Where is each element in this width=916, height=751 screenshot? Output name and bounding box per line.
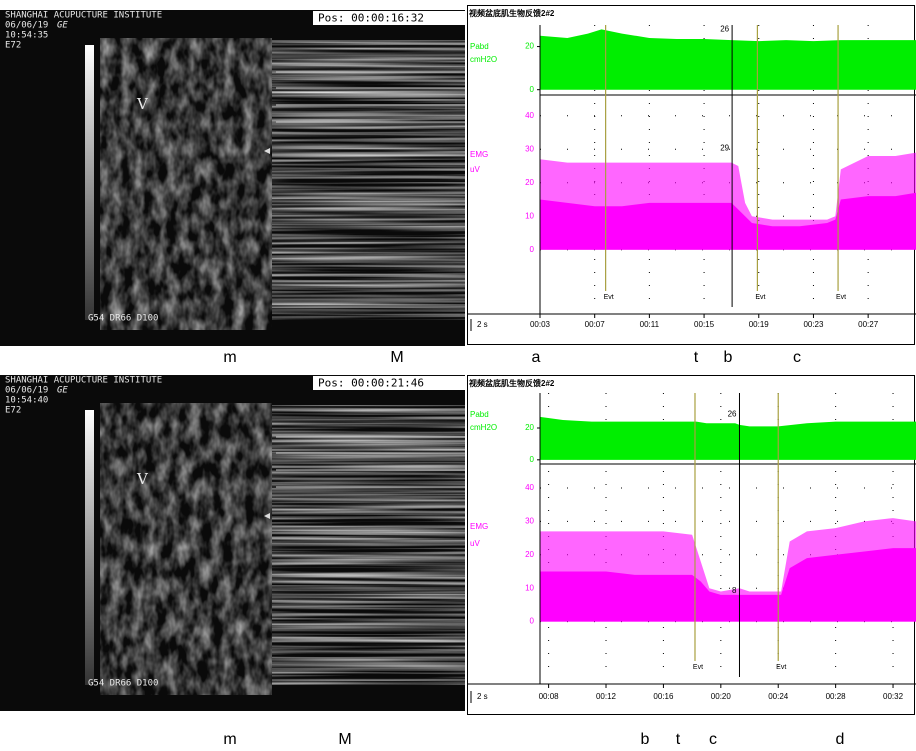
pos-label: Pos: 00:00:21:46 [318,377,424,390]
series-unit: uV [470,165,480,174]
panel-label: m [223,349,236,366]
y-tick-label: 20 [525,550,534,559]
m-mode [272,405,465,685]
gray-scale-bar [85,45,94,320]
y-tick-label: 10 [525,211,534,220]
cursor-value: 26 [720,25,729,34]
series-unit: cmH2O [470,423,497,432]
scale-bar-label: 2 s [477,692,488,701]
panel-label: b [724,349,733,366]
y-tick-label: 10 [525,583,534,592]
marker: V [136,95,149,113]
x-tick-label: 00:24 [768,692,789,701]
panel-label: c [709,731,717,748]
y-tick-label: 30 [525,144,534,153]
settings: G54 DR66 D100 [88,679,158,689]
event-label: Evt [604,294,614,301]
panel-label: m [223,731,236,748]
x-tick-label: 00:27 [858,320,879,329]
series-area [540,416,916,460]
x-tick-label: 00:03 [530,320,551,329]
event-label: Evt [836,294,846,301]
scale-bar-label: 2 s [477,320,488,329]
y2-tick-label: 20 [525,423,534,432]
cursor-value: 26 [728,410,737,419]
y2-tick-label: 20 [525,42,534,51]
y-tick-label: 30 [525,517,534,526]
focus-arrow [264,513,270,519]
y-tick-label: 20 [525,178,534,187]
pos-box [313,376,465,390]
m-mode [272,40,465,320]
time: 10:54:40 [5,396,48,406]
x-tick-label: 00:16 [653,692,674,701]
y-tick-label: 0 [530,245,535,254]
institute: SHANGHAI ACUPUCTURE INSTITUTE [5,376,162,386]
code: E72 [5,41,21,51]
series-trough-area [540,192,916,250]
x-tick-label: 00:28 [826,692,847,701]
chart-title: 视频盆底肌生物反馈2#2 [469,378,555,388]
date: 06/06/19 [5,386,48,396]
panel-label: a [532,349,541,366]
event-label: Evt [693,664,703,671]
y2-tick-label: 0 [530,455,535,464]
x-tick-label: 00:15 [694,320,715,329]
marker: V [136,470,149,488]
cursor-value: 8 [732,586,737,595]
x-tick-label: 00:32 [883,692,904,701]
brand: GE [57,21,68,31]
series-area [540,29,916,90]
ultrasound-fan [100,38,272,330]
panel-label: c [793,349,801,366]
brand: GE [57,386,68,396]
panel-label: M [390,349,403,366]
y2-tick-label: 0 [530,85,535,94]
panel-label: t [694,349,699,366]
gray-scale-bar [85,410,94,685]
code: E72 [5,406,21,416]
series-name: EMG [470,522,488,531]
y-tick-label: 40 [525,483,534,492]
event-label: Evt [755,294,765,301]
y-tick-label: 0 [530,617,535,626]
x-tick-label: 00:12 [596,692,617,701]
chart-title: 视频盆底肌生物反馈2#2 [469,8,555,18]
series-name: EMG [470,150,488,159]
x-tick-label: 00:07 [585,320,606,329]
series-name: Pabd [470,42,489,51]
settings: G54 DR66 D100 [88,314,158,324]
ultrasound-fan [100,403,272,695]
date: 06/06/19 [5,21,48,31]
event-label: Evt [776,664,786,671]
series-trough-area [540,548,916,622]
x-tick-label: 00:20 [711,692,732,701]
x-tick-label: 00:19 [749,320,770,329]
series-unit: uV [470,539,480,548]
focus-arrow [264,148,270,154]
pos-box [313,11,465,25]
series-unit: cmH2O [470,55,497,64]
x-tick-label: 00:23 [803,320,824,329]
series-name: Pabd [470,410,489,419]
x-tick-label: 00:11 [640,320,660,329]
panel-label: M [338,731,351,748]
time: 10:54:35 [5,31,48,41]
institute: SHANGHAI ACUPUCTURE INSTITUTE [5,11,162,21]
panel-label: b [641,731,650,748]
cursor-value: 29 [720,144,729,153]
panel-label: t [676,731,681,748]
y-tick-label: 40 [525,111,534,120]
x-tick-label: 00:08 [539,692,560,701]
panel-label: d [836,731,845,748]
pos-label: Pos: 00:00:16:32 [318,12,424,25]
